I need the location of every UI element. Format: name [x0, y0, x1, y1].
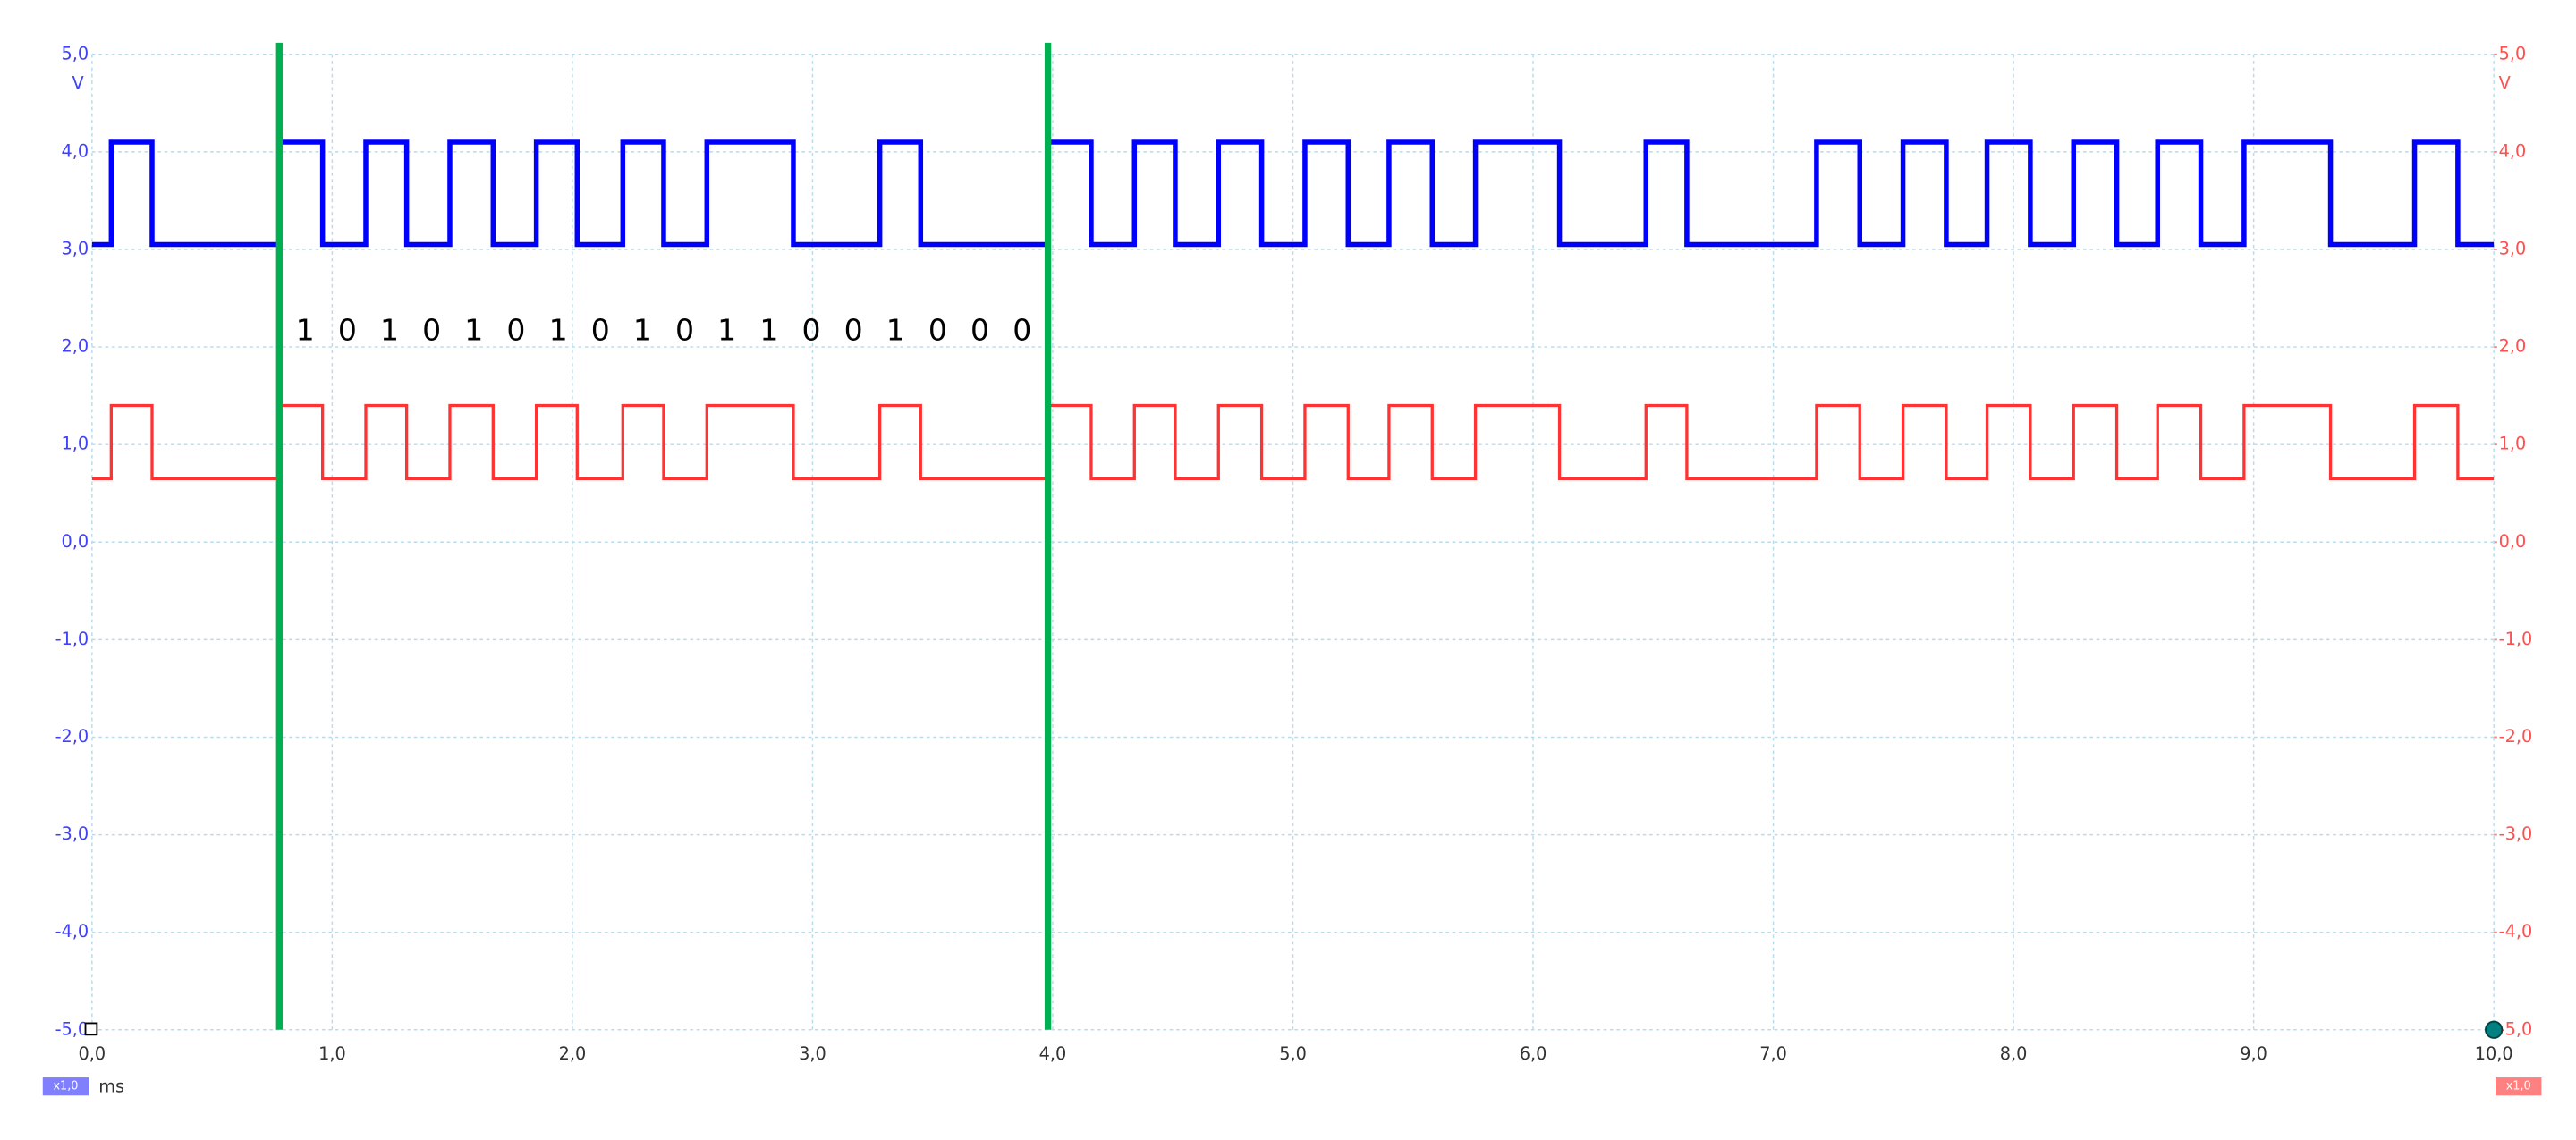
y-tick-label: -4,0	[55, 921, 89, 942]
y2-axis-label: V	[2499, 72, 2512, 93]
scale-badge-label: x1,0	[53, 1080, 78, 1094]
start-marker	[84, 1022, 98, 1036]
y2-tick-label: -3,0	[2499, 823, 2533, 844]
x-tick-label: 3,0	[799, 1043, 826, 1064]
scale-badge-label: x1,0	[2506, 1080, 2531, 1094]
y-tick-label: 3,0	[62, 238, 89, 258]
y-tick-label: -2,0	[55, 726, 89, 747]
end-marker	[2485, 1020, 2504, 1039]
x-axis-label: ms	[98, 1077, 124, 1097]
x-tick-label: 2,0	[559, 1043, 587, 1064]
y-tick-label: 4,0	[62, 140, 89, 161]
signal-trace	[91, 139, 2495, 248]
x-tick-label: 6,0	[1520, 1043, 1547, 1064]
y-tick-label: -1,0	[55, 629, 89, 649]
y2-tick-label: -4,0	[2499, 921, 2533, 942]
x-tick-label: 9,0	[2240, 1043, 2267, 1064]
y2-tick-label: 1,0	[2499, 434, 2527, 454]
y-tick-label: 2,0	[62, 336, 89, 357]
x-tick-label: 10,0	[2475, 1043, 2513, 1064]
x-tick-label: 0,0	[79, 1043, 106, 1064]
x-tick-label: 7,0	[1759, 1043, 1787, 1064]
y2-tick-label: -1,0	[2499, 629, 2533, 649]
y2-tick-label: 3,0	[2499, 238, 2527, 258]
y2-tick-label: 4,0	[2499, 140, 2527, 161]
y2-tick-label: 0,0	[2499, 531, 2527, 552]
y2-tick-label: -2,0	[2499, 726, 2533, 747]
y-tick-label: -3,0	[55, 823, 89, 844]
scale-badge-blue	[42, 1077, 89, 1096]
bit-annotation: 1 0 1 0 1 0 1 0 1 0 1 1 0 0 1 0 0 0	[296, 313, 1032, 348]
x-tick-label: 4,0	[1039, 1043, 1067, 1064]
y-tick-label: 1,0	[62, 434, 89, 454]
y-tick-label: 5,0	[62, 43, 89, 63]
y-tick-label: 0,0	[62, 531, 89, 552]
y2-tick-label: 5,0	[2499, 43, 2527, 63]
y-axis-label: V	[72, 72, 84, 93]
y2-tick-label: -5,0	[2499, 1018, 2533, 1039]
y-tick-label: -5,0	[55, 1018, 89, 1039]
scale-badge-red	[2496, 1077, 2542, 1096]
x-tick-label: 8,0	[2000, 1043, 2028, 1064]
x-tick-label: 1,0	[318, 1043, 346, 1064]
x-tick-label: 5,0	[1279, 1043, 1307, 1064]
signal-trace	[91, 403, 2495, 481]
y2-tick-label: 2,0	[2499, 336, 2527, 357]
